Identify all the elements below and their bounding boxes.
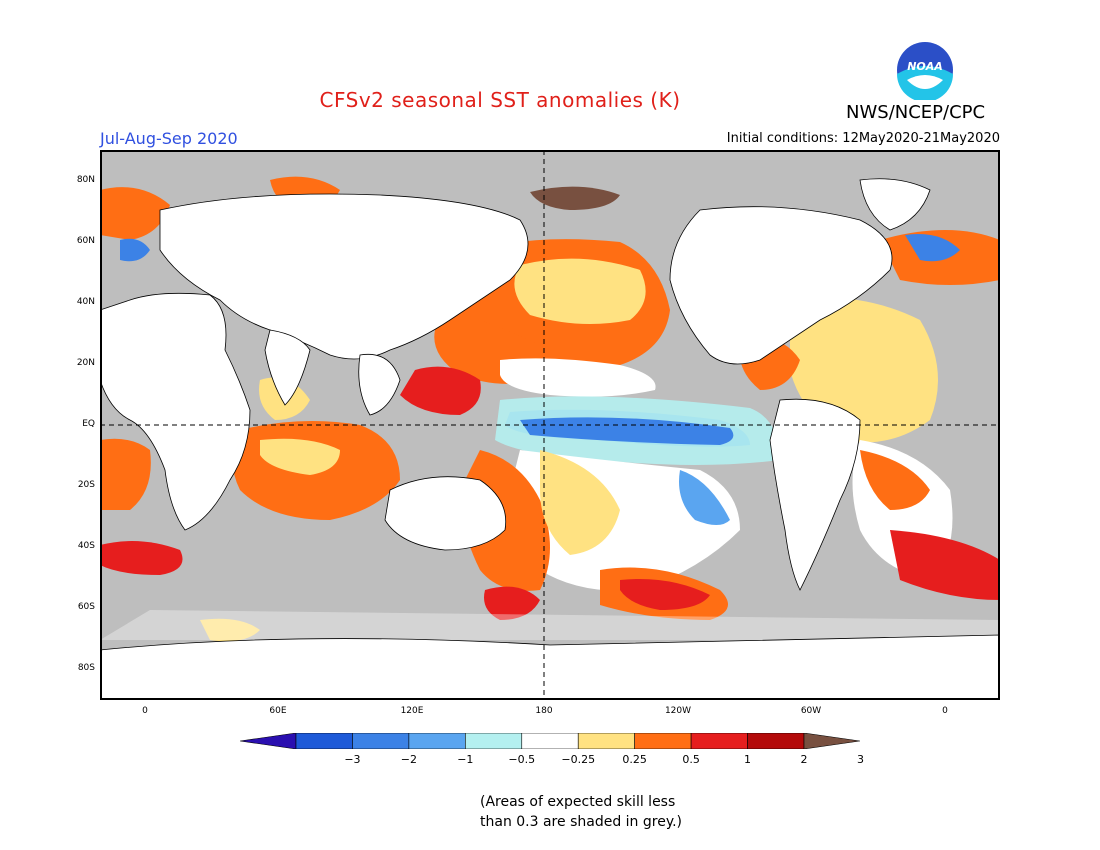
colorbar-label: 1 bbox=[744, 753, 752, 766]
lat-tick: 80S bbox=[77, 663, 95, 673]
colorbar-label: 3 bbox=[856, 753, 864, 766]
lon-tick: 0 bbox=[942, 706, 948, 716]
lat-tick: 80N bbox=[76, 175, 95, 185]
colorbar-max-arrow bbox=[803, 733, 860, 749]
lon-tick: 120W bbox=[664, 706, 692, 716]
lon-tick: 180 bbox=[535, 706, 553, 716]
colorbar-min-arrow bbox=[240, 733, 297, 749]
colorbar bbox=[240, 733, 860, 749]
colorbar-box bbox=[465, 733, 523, 749]
colorbar-label: −0.25 bbox=[561, 753, 596, 766]
lon-tick: 0 bbox=[142, 706, 148, 716]
skill-note-line1: (Areas of expected skill less bbox=[480, 794, 676, 810]
lon-tick: 60E bbox=[269, 706, 287, 716]
colorbar-label: −2 bbox=[400, 753, 417, 766]
lat-tick: 40N bbox=[76, 297, 95, 307]
lat-tick: 60S bbox=[77, 602, 95, 612]
colorbar-label: −3 bbox=[344, 753, 361, 766]
colorbar-box bbox=[577, 733, 635, 749]
logo-text: NOAA bbox=[907, 60, 943, 73]
skill-note-line2: than 0.3 are shaded in grey.) bbox=[480, 814, 683, 830]
colorbar-box bbox=[521, 733, 579, 749]
skill-note: (Areas of expected skill less than 0.3 a… bbox=[430, 792, 800, 832]
lon-tick: 60W bbox=[800, 706, 822, 716]
forecast-period: Jul-Aug-Sep 2020 bbox=[100, 129, 238, 148]
lat-tick: 40S bbox=[77, 541, 95, 551]
colorbar-box bbox=[295, 733, 353, 749]
land-masses bbox=[100, 178, 1000, 700]
colorbar-box bbox=[747, 733, 805, 749]
colorbar-label: −1 bbox=[457, 753, 474, 766]
initial-conditions: Initial conditions: 12May2020-21May2020 bbox=[726, 131, 1000, 146]
lat-tick: 20S bbox=[77, 480, 95, 490]
colorbar-box bbox=[634, 733, 692, 749]
map-frame bbox=[100, 150, 1000, 700]
colorbar-box bbox=[690, 733, 748, 749]
lat-tick: EQ bbox=[82, 419, 95, 429]
colorbar-label: 2 bbox=[800, 753, 808, 766]
colorbar-box bbox=[352, 733, 410, 749]
sst-anomaly-map bbox=[100, 150, 1000, 700]
lon-tick: 120E bbox=[400, 706, 424, 716]
agency-label: NWS/NCEP/CPC bbox=[846, 102, 986, 123]
colorbar-label: 0.25 bbox=[622, 753, 647, 766]
lat-tick: 60N bbox=[76, 236, 95, 246]
colorbar-label: −0.5 bbox=[508, 753, 536, 766]
chart-title: CFSv2 seasonal SST anomalies (K) bbox=[319, 88, 681, 112]
lat-tick: 20N bbox=[76, 358, 95, 368]
colorbar-label: 0.5 bbox=[682, 753, 700, 766]
colorbar-box bbox=[408, 733, 466, 749]
noaa-logo-icon: NOAA bbox=[897, 42, 953, 100]
